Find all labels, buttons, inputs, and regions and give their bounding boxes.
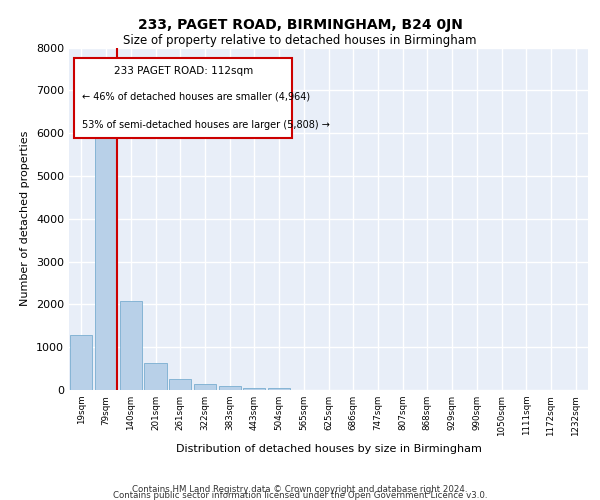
Bar xyxy=(194,384,216,390)
Text: 53% of semi-detached houses are larger (5,808) →: 53% of semi-detached houses are larger (… xyxy=(82,120,330,130)
Text: Size of property relative to detached houses in Birmingham: Size of property relative to detached ho… xyxy=(123,34,477,47)
FancyBboxPatch shape xyxy=(74,58,292,138)
Bar xyxy=(218,386,241,390)
Text: 233 PAGET ROAD: 112sqm: 233 PAGET ROAD: 112sqm xyxy=(113,66,253,76)
Bar xyxy=(145,364,167,390)
Bar xyxy=(95,112,117,390)
Text: 233, PAGET ROAD, BIRMINGHAM, B24 0JN: 233, PAGET ROAD, BIRMINGHAM, B24 0JN xyxy=(137,18,463,32)
Bar xyxy=(119,302,142,390)
Bar xyxy=(169,378,191,390)
X-axis label: Distribution of detached houses by size in Birmingham: Distribution of detached houses by size … xyxy=(176,444,481,454)
Bar xyxy=(70,335,92,390)
Text: Contains HM Land Registry data © Crown copyright and database right 2024.: Contains HM Land Registry data © Crown c… xyxy=(132,485,468,494)
Text: ← 46% of detached houses are smaller (4,964): ← 46% of detached houses are smaller (4,… xyxy=(82,92,310,102)
Y-axis label: Number of detached properties: Number of detached properties xyxy=(20,131,31,306)
Text: Contains public sector information licensed under the Open Government Licence v3: Contains public sector information licen… xyxy=(113,491,487,500)
Bar xyxy=(243,388,265,390)
Bar xyxy=(268,388,290,390)
